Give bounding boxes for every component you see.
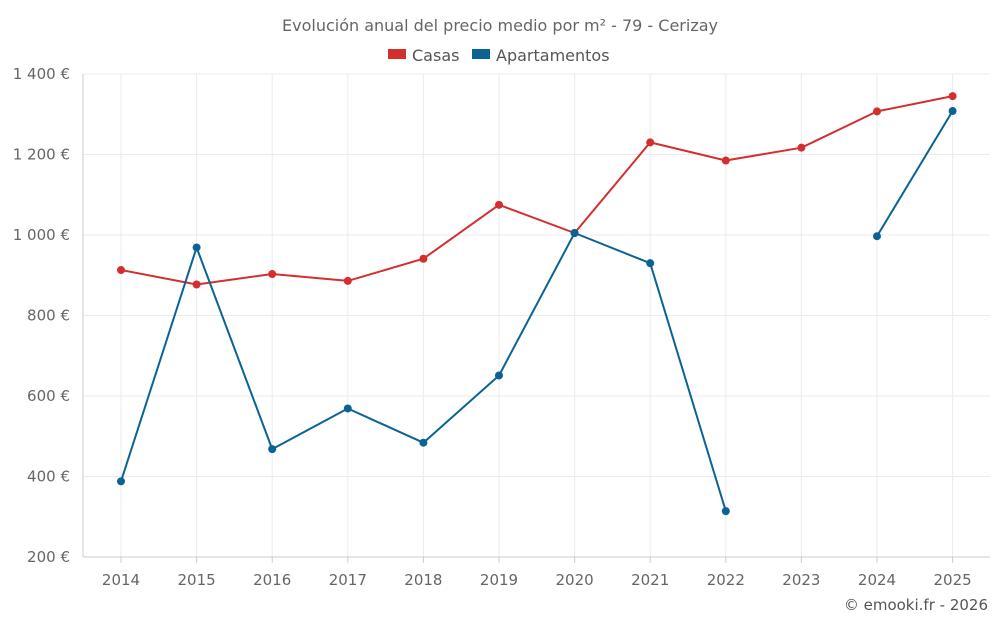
x-tick-label: 2023 bbox=[782, 571, 820, 589]
series-apartamentos-point bbox=[192, 243, 201, 252]
series-casas-point bbox=[721, 156, 730, 165]
legend-label: Apartamentos bbox=[496, 46, 610, 65]
x-tick-label: 2015 bbox=[178, 571, 216, 589]
y-tick-label: 800 € bbox=[27, 307, 70, 325]
series-casas-point bbox=[495, 200, 503, 209]
series-apartamentos bbox=[117, 107, 957, 516]
y-tick-label: 1 000 € bbox=[13, 226, 70, 244]
legend: Casas Apartamentos bbox=[388, 46, 610, 65]
series-casas-point bbox=[419, 254, 428, 263]
x-tick-label: 2021 bbox=[631, 571, 669, 589]
x-tick-label: 2020 bbox=[556, 571, 594, 589]
series-apartamentos-point bbox=[343, 404, 352, 413]
credit-text: © emooki.fr - 2026 bbox=[844, 596, 988, 614]
x-tick-label: 2018 bbox=[404, 571, 442, 589]
series-casas-point bbox=[192, 280, 201, 289]
legend-item-casas: Casas bbox=[388, 46, 459, 65]
series-apartamentos-point bbox=[495, 371, 503, 380]
x-tick-label: 2014 bbox=[102, 571, 140, 589]
series-casas-point bbox=[343, 276, 352, 285]
series-apartamentos-point bbox=[646, 259, 655, 268]
series-casas-point bbox=[948, 92, 957, 101]
x-tick-label: 2025 bbox=[934, 571, 972, 589]
series-casas bbox=[117, 92, 957, 289]
series-casas-line bbox=[120, 95, 953, 286]
series-casas-point bbox=[873, 107, 881, 116]
series-apartamentos-point bbox=[268, 445, 277, 454]
series-apartamentos-point bbox=[873, 232, 881, 241]
series-casas-point bbox=[117, 266, 125, 275]
series-casas-point bbox=[646, 138, 655, 147]
y-tick-label: 400 € bbox=[27, 468, 70, 486]
y-tick-label: 600 € bbox=[27, 387, 70, 405]
chart-title: Evolución anual del precio medio por m² … bbox=[282, 16, 718, 35]
legend-label: Casas bbox=[412, 46, 459, 65]
series-apartamentos-point bbox=[570, 228, 579, 237]
series bbox=[117, 92, 957, 516]
series-casas-point bbox=[797, 143, 806, 152]
y-tick-label: 1 200 € bbox=[13, 146, 70, 164]
axes: 200 € 400 € 600 € 800 € 1 000 € 1 200 € 1 400 … bbox=[13, 65, 990, 589]
x-tick-label: 2016 bbox=[253, 571, 291, 589]
legend-swatch bbox=[388, 49, 406, 59]
y-tick-label: 200 € bbox=[27, 548, 70, 566]
x-tick-label: 2022 bbox=[707, 571, 745, 589]
series-casas-point bbox=[268, 270, 277, 279]
x-tick-label: 2019 bbox=[480, 571, 518, 589]
legend-swatch bbox=[472, 49, 490, 59]
series-apartamentos-point bbox=[948, 107, 957, 116]
x-tick-label: 2017 bbox=[329, 571, 367, 589]
series-apartamentos-point bbox=[419, 438, 428, 447]
legend-item-apartamentos: Apartamentos bbox=[472, 46, 610, 65]
x-tick-label: 2024 bbox=[858, 571, 896, 589]
y-tick-label: 1 400 € bbox=[13, 65, 70, 83]
series-apartamentos-line bbox=[876, 110, 954, 237]
series-apartamentos-point bbox=[117, 477, 125, 486]
series-apartamentos-point bbox=[721, 507, 730, 516]
grid bbox=[83, 73, 990, 557]
